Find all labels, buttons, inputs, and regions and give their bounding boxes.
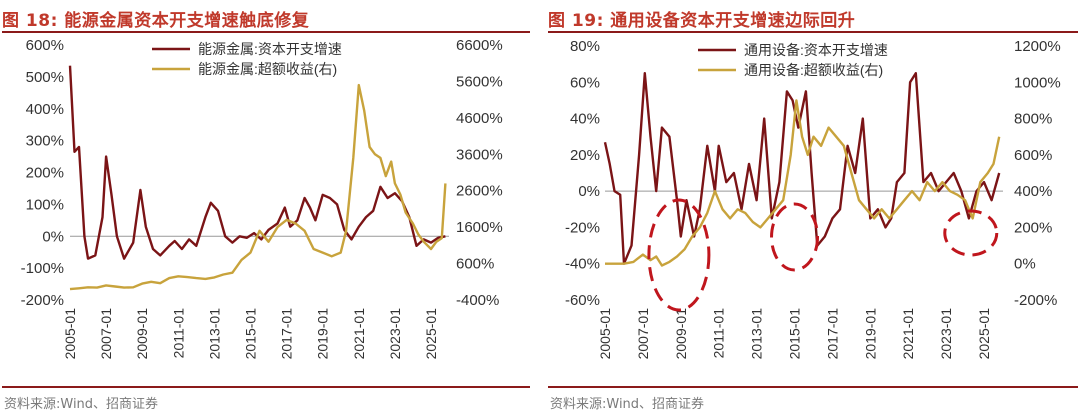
x-tick-label: 2019-01 [862, 308, 878, 360]
footer-divider [2, 386, 530, 388]
chart-title: 图 19: 通用设备资本开支增速边际回升 [548, 11, 856, 31]
chart-svg: 600% 500% 400% 300% 200% 100% 0% -100% -200% 6600… [21, 37, 503, 360]
source-note: 资料来源:Wind、招商证券 [4, 397, 159, 412]
chart-panel-right: 图 19: 通用设备资本开支增速边际回升 80% 60% 40% 20% 0% -20% -… [548, 0, 1078, 417]
y-left-tick-label: -100% [21, 260, 64, 277]
x-tick-label: 2019-01 [315, 308, 331, 360]
x-tick-label: 2013-01 [749, 308, 765, 360]
y-left-tick-label: 300% [26, 133, 64, 150]
y-left-tick-label: 600% [26, 37, 64, 54]
x-tick-label: 2015-01 [787, 308, 803, 360]
legend-label: 能源金属:超额收益(右) [198, 61, 337, 77]
x-tick-label: 2023-01 [387, 308, 403, 360]
title-divider [2, 31, 530, 33]
x-tick-label: 2017-01 [279, 308, 295, 360]
x-tick-label: 2025-01 [423, 308, 439, 360]
x-tick-label: 2023-01 [938, 308, 954, 360]
y-right-tick-label: 0% [1014, 256, 1036, 273]
y-right-tick-label: 5600% [456, 73, 503, 90]
y-right-tick-label: 400% [1014, 183, 1052, 200]
x-tick-label: 2013-01 [206, 308, 222, 360]
x-tick-label: 2011-01 [170, 308, 186, 359]
title-divider [548, 31, 1078, 33]
legend-label: 通用设备:超额收益(右) [744, 62, 883, 78]
x-tick-label: 2015-01 [242, 308, 258, 360]
chart-title: 图 18: 能源金属资本开支增速触底修复 [2, 11, 310, 31]
y-left-tick-label: 0% [42, 228, 64, 245]
y-left-tick-label: 100% [26, 196, 64, 213]
x-tick-label: 2021-01 [900, 308, 916, 360]
y-left-tick-label: 20% [570, 147, 600, 164]
x-tick-label: 2009-01 [673, 308, 689, 360]
y-left-tick-label: -60% [565, 292, 600, 309]
y-left-tick-label: -200% [21, 292, 64, 309]
y-right-tick-label: 800% [1014, 111, 1052, 128]
y-left-tick-label: -40% [565, 256, 600, 273]
y-right-tick-label: 1000% [1014, 74, 1061, 91]
x-tick-label: 2007-01 [635, 308, 651, 360]
y-right-tick-label: 1200% [1014, 38, 1061, 55]
y-left-tick-label: 500% [26, 69, 64, 86]
y-left-tick-label: 60% [570, 74, 600, 91]
y-left-tick-label: 200% [26, 165, 64, 182]
y-right-tick-label: -200% [1014, 292, 1057, 309]
x-tick-label: 2021-01 [351, 308, 367, 360]
x-tick-label: 2011-01 [711, 308, 727, 359]
y-left-tick-label: 0% [578, 183, 600, 200]
y-left-tick-label: 40% [570, 111, 600, 128]
y-right-tick-label: 600% [456, 256, 494, 273]
legend-label: 通用设备:资本开支增速 [744, 42, 888, 58]
source-note: 资料来源:Wind、招商证券 [550, 397, 705, 412]
chart-svg: 80% 60% 40% 20% 0% -20% -40% -60% 1200% 1000% 800%… [565, 38, 1061, 360]
series-line-1 [68, 65, 446, 260]
y-left-tick-label: 80% [570, 38, 600, 55]
highlight-ellipse [647, 198, 711, 312]
highlight-ellipse [943, 209, 999, 257]
legend-label: 能源金属:资本开支增速 [198, 41, 342, 57]
x-tick-label: 2025-01 [976, 308, 992, 360]
y-right-tick-label: -400% [456, 292, 499, 309]
x-tick-label: 2005-01 [62, 308, 78, 360]
series-line-1 [603, 72, 1001, 265]
y-right-tick-label: 6600% [456, 37, 503, 54]
y-right-tick-label: 2600% [456, 183, 503, 200]
y-right-tick-label: 3600% [456, 146, 503, 163]
highlight-ellipse [770, 202, 820, 272]
y-right-tick-label: 600% [1014, 147, 1052, 164]
series-line-2 [69, 83, 447, 291]
y-left-tick-label: 400% [26, 101, 64, 118]
y-left-tick-label: -20% [565, 219, 600, 236]
series-line-2 [605, 99, 1001, 267]
footer-divider [548, 386, 1078, 388]
x-tick-label: 2017-01 [824, 308, 840, 360]
x-tick-label: 2009-01 [134, 308, 150, 360]
x-tick-label: 2005-01 [597, 308, 613, 360]
y-right-tick-label: 4600% [456, 110, 503, 127]
y-right-tick-label: 200% [1014, 219, 1052, 236]
y-right-tick-label: 1600% [456, 219, 503, 236]
x-tick-label: 2007-01 [98, 308, 114, 360]
chart-panel-left: 图 18: 能源金属资本开支增速触底修复 600% 500% 400% 300% 200… [2, 0, 532, 417]
